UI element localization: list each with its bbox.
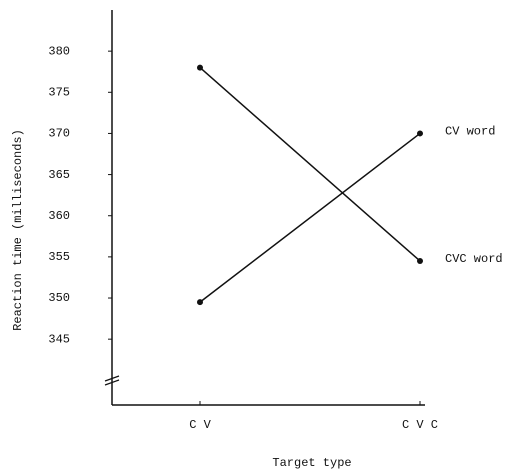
series-line [199, 67, 421, 262]
y-tick-label: 355 [48, 250, 70, 264]
x-tick-label: C V [189, 418, 211, 432]
data-point [197, 64, 203, 71]
series-label: CV word [445, 125, 495, 139]
data-point [197, 299, 203, 306]
y-tick-label: 350 [48, 291, 70, 305]
data-point [417, 130, 423, 137]
axis-break [104, 375, 120, 382]
x-tick-label: C V C [402, 418, 438, 432]
y-tick-label: 370 [48, 127, 70, 141]
x-axis-label: Target type [272, 456, 351, 470]
data-point [417, 257, 423, 264]
axis-break [104, 379, 120, 386]
y-tick-label: 375 [48, 85, 70, 99]
series-line [199, 132, 421, 303]
y-tick-label: 380 [48, 44, 70, 58]
series-label: CVC word [445, 252, 503, 266]
y-tick-label: 365 [48, 168, 70, 182]
y-tick-label: 345 [48, 332, 70, 346]
y-axis-label: Reaction time (milliseconds) [11, 129, 25, 331]
y-tick-label: 360 [48, 209, 70, 223]
